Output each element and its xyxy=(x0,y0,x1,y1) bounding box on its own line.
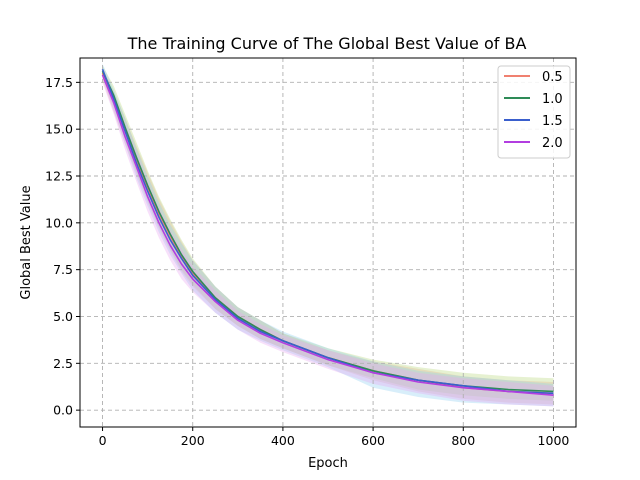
y-tick-label: 5.0 xyxy=(53,309,73,324)
x-axis-ticks: 0 200 400 600 800 1000 xyxy=(99,427,570,448)
y-axis-label: Global Best Value xyxy=(19,185,34,299)
y-tick-label: 17.5 xyxy=(45,75,73,90)
line-series-2.0 xyxy=(101,74,554,396)
legend-label-1.5: 1.5 xyxy=(542,114,563,129)
legend-label-2.0: 2.0 xyxy=(542,136,563,151)
x-tick-label: 1000 xyxy=(538,433,570,448)
x-tick-label: 800 xyxy=(451,433,475,448)
x-axis-label: Epoch xyxy=(308,456,348,471)
y-axis-ticks: 0.0 2.5 5.0 7.5 10.0 12.5 15.0 17.5 xyxy=(45,75,80,418)
y-tick-label: 15.0 xyxy=(45,122,73,137)
plot-frame xyxy=(79,57,577,428)
x-tick-label: 200 xyxy=(181,433,205,448)
series-lines xyxy=(101,68,554,396)
y-tick-label: 12.5 xyxy=(45,169,73,184)
legend-label-1.0: 1.0 xyxy=(542,92,563,107)
legend: 0.5 1.0 1.5 2.0 xyxy=(497,65,571,159)
grid-lines xyxy=(80,58,576,427)
y-tick-label: 10.0 xyxy=(45,215,73,230)
x-tick-label: 400 xyxy=(271,433,295,448)
y-tick-label: 7.5 xyxy=(53,262,73,277)
y-tick-label: 2.5 xyxy=(53,356,73,371)
chart-title: The Training Curve of The Global Best Va… xyxy=(127,34,527,53)
legend-box xyxy=(497,65,571,159)
x-tick-label: 0 xyxy=(99,433,107,448)
y-tick-label: 0.0 xyxy=(53,403,73,418)
x-tick-label: 600 xyxy=(361,433,385,448)
line-series-1.5 xyxy=(101,68,554,395)
legend-label-0.5: 0.5 xyxy=(542,70,563,85)
